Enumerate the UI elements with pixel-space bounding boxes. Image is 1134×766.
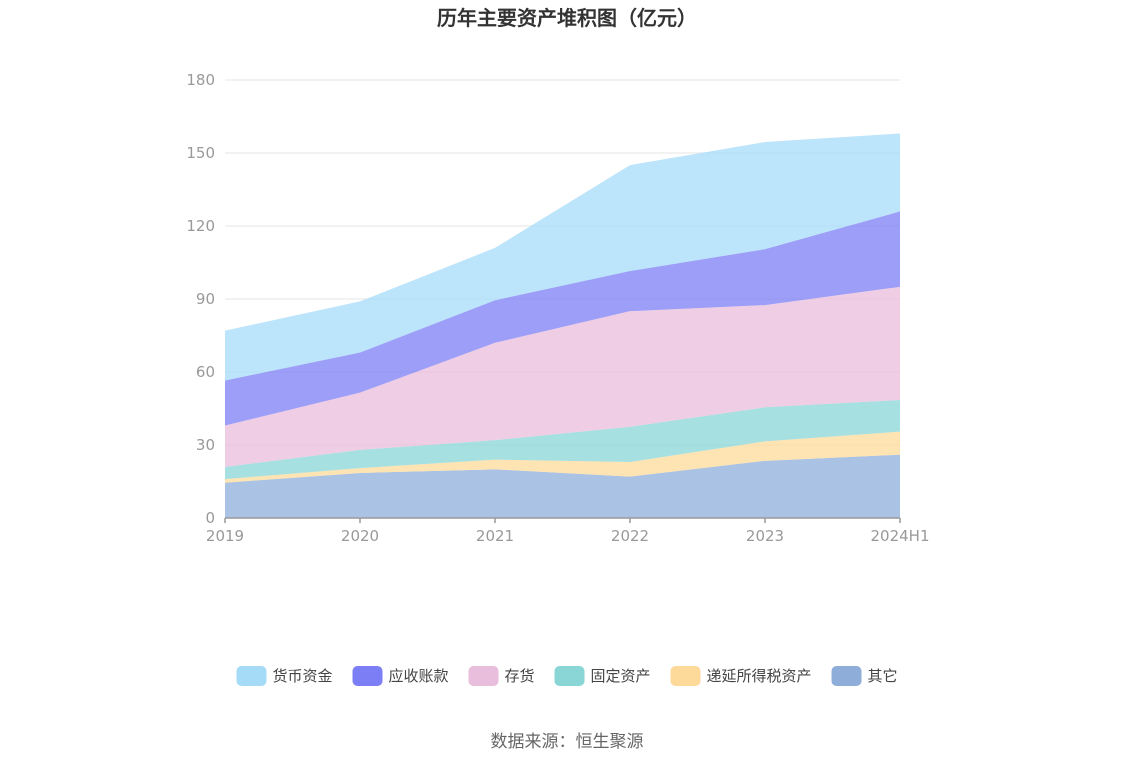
y-tick-label: 120	[186, 217, 215, 235]
x-tick-label: 2024H1	[871, 527, 930, 545]
legend-label: 其它	[868, 667, 898, 685]
legend-label: 货币资金	[273, 667, 333, 685]
x-tick-label: 2022	[611, 527, 649, 545]
x-tick-label: 2021	[476, 527, 514, 545]
area-5	[225, 133, 900, 381]
legend-label: 固定资产	[591, 667, 651, 685]
legend-item[interactable]: 货币资金	[236, 666, 333, 686]
legend-item[interactable]: 其它	[831, 666, 898, 686]
y-tick-label: 0	[205, 509, 215, 527]
y-tick-label: 150	[186, 144, 215, 162]
legend-swatch	[554, 666, 585, 686]
legend-item[interactable]: 固定资产	[554, 666, 651, 686]
area-2	[225, 399, 900, 480]
legend-item[interactable]: 存货	[468, 666, 535, 686]
legend-item[interactable]: 应收账款	[352, 666, 449, 686]
legend-swatch	[468, 666, 499, 686]
y-tick-label: 60	[196, 363, 215, 381]
x-tick-label: 2023	[746, 527, 784, 545]
area-1	[225, 431, 900, 483]
x-tick-label: 2020	[341, 527, 379, 545]
legend-swatch	[670, 666, 701, 686]
legend-swatch	[831, 666, 862, 686]
legend: 货币资金 应收账款 存货 固定资产 递延所得税资产 其它	[236, 666, 898, 686]
legend-swatch	[236, 666, 267, 686]
y-tick-label: 90	[196, 290, 215, 308]
legend-label: 递延所得税资产	[707, 667, 812, 685]
area-3	[225, 286, 900, 467]
legend-swatch	[352, 666, 383, 686]
legend-label: 存货	[505, 667, 535, 685]
area-4	[225, 211, 900, 426]
y-tick-label: 30	[196, 436, 215, 454]
axes: 0 30 60 90 120 150 180 2019 2020 2021 2022 2023 2024…	[186, 71, 929, 545]
legend-item[interactable]: 递延所得税资产	[670, 666, 812, 686]
legend-label: 应收账款	[389, 667, 449, 685]
data-source: 数据来源：恒生聚源	[491, 732, 644, 752]
chart-title: 历年主要资产堆积图（亿元）	[437, 6, 697, 30]
y-tick-label: 180	[186, 71, 215, 89]
x-tick-label: 2019	[206, 527, 244, 545]
area-series	[225, 133, 900, 518]
area-0	[225, 454, 900, 518]
